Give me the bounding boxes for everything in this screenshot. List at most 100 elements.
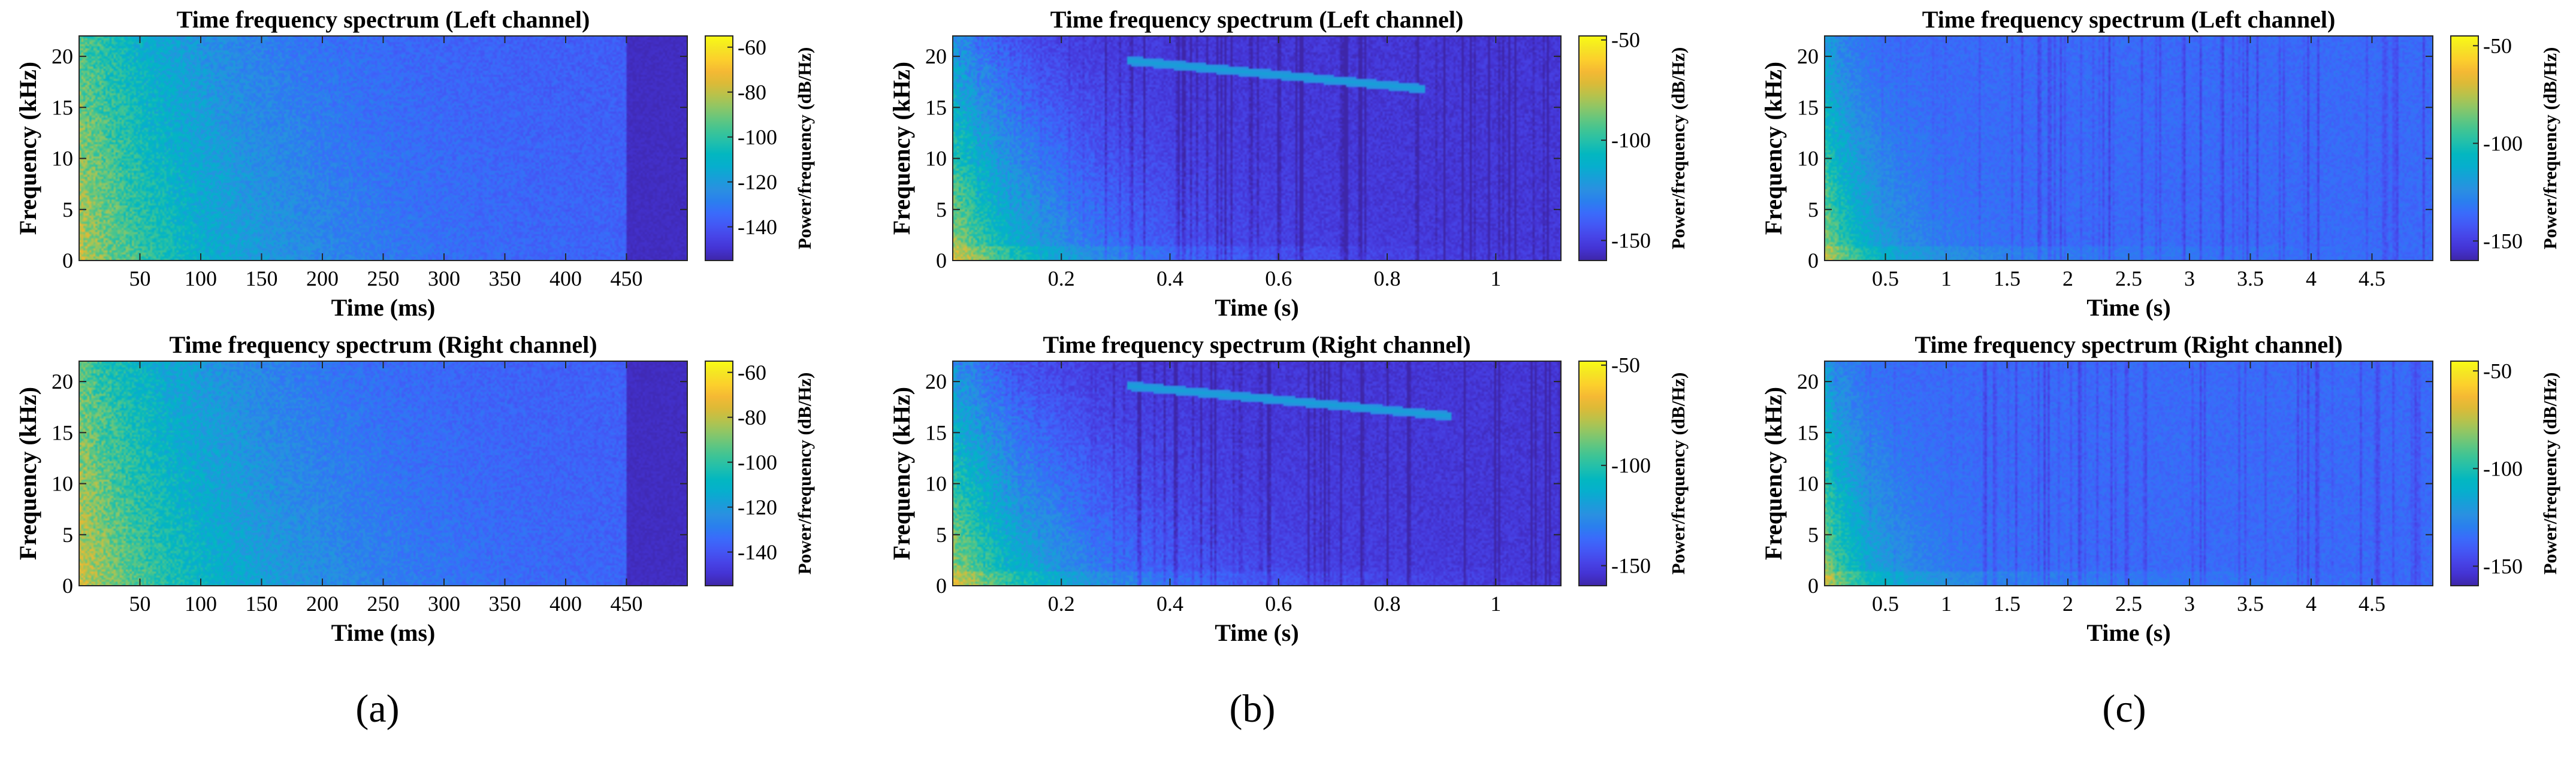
y-tick-label: 20 [925,44,947,68]
x-tick-label: 1 [1941,592,1952,616]
x-tick-label: 400 [549,267,582,290]
x-tick-label: 200 [306,592,339,616]
y-axis-label-a-right: Frequency (kHz) [14,387,41,560]
spectrogram-heatmap-b-left [953,36,1561,261]
y-tick-label: 20 [925,370,947,393]
axes-box-b-left [952,35,1562,261]
y-tick-label: 15 [1797,95,1819,119]
y-tick-label: 15 [1797,420,1819,444]
colorbar-tick-label: -120 [738,170,777,194]
colorbar-tick-label: -60 [738,35,766,59]
colorbar-tick-label: -60 [738,361,766,384]
x-tick-label: 2 [2062,592,2073,616]
x-tick-label: 400 [549,592,582,616]
y-tick-label: 0 [936,249,947,272]
spectrogram-heatmap-a-right [79,361,687,586]
colorbar-tick-label: -100 [1611,453,1651,477]
chart-title-a-left: Time frequency spectrum (Left channel) [177,6,590,33]
y-tick-label: 5 [1808,523,1819,547]
x-tick-label: 50 [129,267,151,290]
y-tick-label: 20 [1797,370,1819,393]
x-tick-label: 150 [246,267,278,290]
x-axis-label-b-right: Time (s) [1215,619,1298,646]
x-tick-label: 250 [367,267,400,290]
x-tick-label: 100 [185,592,217,616]
colorbar-tick-label: -50 [2483,34,2512,57]
colorbar-b-right [1578,361,1607,586]
x-tick-label: 4 [2306,267,2317,290]
x-tick-label: 300 [428,267,460,290]
x-tick-label: 2.5 [2115,592,2142,616]
y-axis-label-b-left: Frequency (kHz) [888,62,915,235]
x-tick-label: 250 [367,592,400,616]
x-axis-label-c-left: Time (s) [2086,294,2170,321]
y-tick-label: 0 [62,249,73,272]
y-tick-label: 10 [52,472,73,496]
x-tick-label: 3 [2184,592,2195,616]
chart-title-c-right: Time frequency spectrum (Right channel) [1914,331,2342,358]
x-tick-label: 200 [306,267,339,290]
y-tick-label: 20 [52,44,73,68]
colorbar-label-a-right: Power/frequency (dB/Hz) [794,373,815,575]
chart-title-b-right: Time frequency spectrum (Right channel) [1043,331,1470,358]
colorbar-tick-label: -80 [738,405,766,429]
colorbar-tick-label: -100 [738,450,777,474]
x-tick-label: 2.5 [2115,267,2142,290]
colorbar-tick-label: -150 [1611,554,1651,578]
y-axis-label-c-right: Frequency (kHz) [1760,387,1787,560]
colorbar-tick-label: -150 [2483,554,2523,578]
spectrogram-b-right: Time frequency spectrum (Right channel) 0… [888,331,1689,646]
spectrogram-heatmap-c-right [1825,361,2433,586]
x-tick-label: 0.8 [1374,592,1401,616]
panel-labels: (a) (b) (c) [355,687,2146,731]
chart-title-b-left: Time frequency spectrum (Left channel) [1050,6,1464,33]
spectrogram-b-left: Time frequency spectrum (Left channel) 0.… [888,6,1689,321]
colorbar-tick-label: -100 [2483,456,2523,480]
y-tick-label: 20 [1797,44,1819,68]
y-tick-label: 15 [52,420,73,444]
y-axis-label-c-left: Frequency (kHz) [1760,62,1787,235]
x-tick-label: 1 [1490,267,1501,290]
x-tick-label: 450 [611,592,643,616]
chart-title-a-right: Time frequency spectrum (Right channel) [169,331,597,358]
colorbar-tick-label: -100 [2483,131,2523,155]
x-tick-label: 50 [129,592,151,616]
colorbar-tick-label: -140 [738,540,777,564]
colorbar-tick-label: -50 [2483,359,2512,383]
x-axis-label-a-left: Time (ms) [331,294,436,321]
colorbar-c-left [2450,35,2479,261]
x-tick-label: 1.5 [1994,267,2021,290]
y-tick-label: 10 [925,147,947,171]
colorbar-tick-label: -140 [738,215,777,239]
colorbar-b-left [1578,35,1607,261]
colorbar-a-left [705,35,733,261]
y-tick-label: 20 [52,370,73,393]
y-tick-label: 10 [925,472,947,496]
y-tick-label: 10 [1797,472,1819,496]
x-tick-label: 0.2 [1048,592,1075,616]
y-tick-label: 15 [52,95,73,119]
x-tick-label: 0.5 [1872,267,1899,290]
colorbar-tick-label: -100 [1611,128,1651,152]
x-tick-label: 350 [489,267,521,290]
x-axis-label-a-right: Time (ms) [331,619,436,646]
x-tick-label: 3 [2184,267,2195,290]
axes-box-b-right [952,361,1562,586]
x-tick-label: 3.5 [2237,267,2264,290]
x-tick-label: 4.5 [2358,592,2385,616]
x-tick-label: 300 [428,592,460,616]
colorbar-label-c-left: Power/frequency (dB/Hz) [2539,47,2560,250]
colorbar-tick-label: -150 [1611,229,1651,253]
y-axis-label-a-left: Frequency (kHz) [14,62,41,235]
colorbar-c-right [2450,361,2479,586]
x-tick-label: 0.2 [1048,267,1075,290]
y-tick-label: 5 [936,523,947,547]
panel-label-a: (a) [355,687,399,731]
x-tick-label: 1 [1490,592,1501,616]
y-tick-label: 0 [1808,249,1819,272]
colorbar-tick-label: -100 [738,125,777,149]
y-tick-label: 0 [1808,574,1819,598]
x-tick-label: 0.6 [1265,267,1292,290]
y-tick-label: 0 [936,574,947,598]
